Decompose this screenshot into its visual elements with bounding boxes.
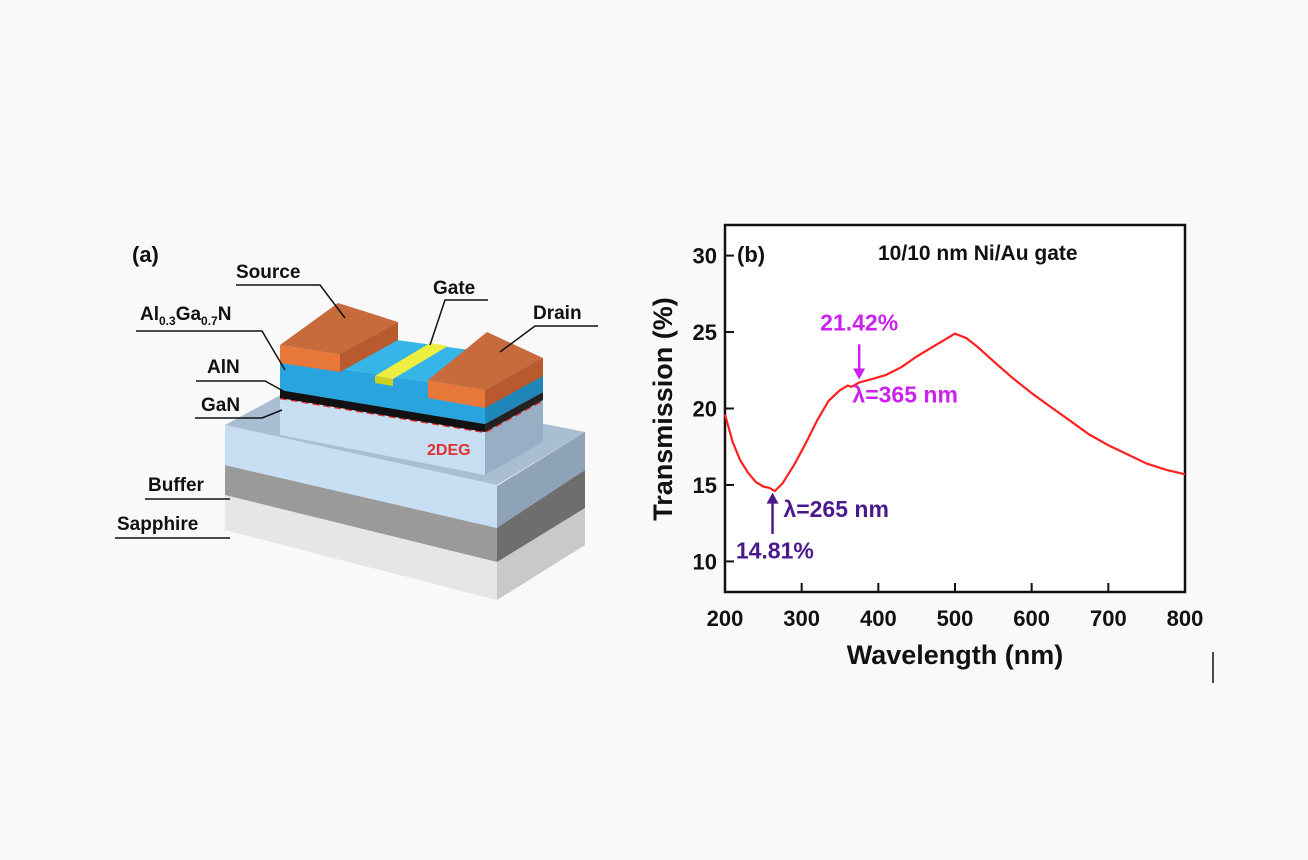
y-tick-label: 20: [693, 397, 717, 422]
x-tick-label: 300: [783, 606, 820, 631]
aln-side-face: [485, 392, 543, 432]
x-tick-label: 400: [860, 606, 897, 631]
x-tick-label: 500: [937, 606, 974, 631]
sapphire-front-face: [225, 495, 497, 600]
x-axis-label: Wavelength (nm): [847, 640, 1064, 670]
sapphire-side-face: [497, 508, 585, 600]
annotation-label: λ=265 nm: [783, 496, 889, 522]
drain-side-face: [485, 358, 543, 408]
gan-leader-line: [195, 409, 283, 419]
gate-leader-line: [429, 299, 488, 346]
source-label: Source: [236, 262, 300, 283]
gate-top-face: [375, 343, 448, 379]
aln-leader-line: [196, 380, 286, 393]
buffer-front-face: [225, 465, 497, 562]
buffer-side-face: [497, 470, 585, 562]
plot-frame: [723, 223, 1187, 594]
x-tick-label: 800: [1167, 606, 1204, 631]
y-axis-label: Transmission (%): [648, 297, 678, 521]
x-tick-label: 600: [1013, 606, 1050, 631]
buffer-label: Buffer: [148, 475, 205, 496]
y-ticks: 10 15 20 25 30: [693, 244, 734, 574]
twodeg-label: 2DEG: [427, 442, 471, 459]
transmission-chart: (b) 10/10 nm Ni/Au gate Wavelength (nm) …: [648, 223, 1204, 670]
annotation-label: 21.42%: [820, 310, 898, 336]
algan-label: Al0.3Ga0.7N: [140, 304, 231, 328]
algan-leader-line: [136, 330, 286, 371]
twodeg-dashed-line: [279, 396, 544, 434]
x-tick-label: 700: [1090, 606, 1127, 631]
panel-b-label: (b): [737, 242, 765, 267]
gate-front-face: [375, 376, 393, 386]
x-tick-label: 200: [707, 606, 744, 631]
drain-top-face: [428, 332, 543, 390]
chart-title: 10/10 nm Ni/Au gate: [878, 242, 1078, 265]
aln-front-face: [280, 390, 485, 432]
algan-front-face: [280, 360, 485, 424]
y-tick-label: 30: [693, 244, 717, 269]
gan-label: GaN: [201, 395, 240, 416]
gan-mesa-front-face: [280, 398, 485, 475]
gate-label: Gate: [433, 278, 475, 299]
y-tick-label: 25: [693, 320, 717, 345]
x-ticks: 200 300 400 500 600 700 800: [707, 583, 1204, 631]
annotation-arrowhead: [853, 368, 866, 380]
drain-front-face: [428, 380, 485, 408]
aln-label: AlN: [207, 357, 240, 378]
panel-a-label: (a): [132, 242, 159, 267]
sapphire-label: Sapphire: [117, 514, 198, 535]
gan-mesa-side-face: [485, 400, 543, 475]
series-line: [723, 332, 1186, 493]
source-top-face: [280, 303, 398, 354]
annotation-label: 14.81%: [736, 537, 814, 563]
drain-leader-line: [499, 325, 598, 353]
series-layer: [723, 332, 1186, 493]
drain-label: Drain: [533, 303, 582, 324]
annotation-label: λ=365 nm: [852, 381, 958, 407]
source-side-face: [340, 322, 398, 372]
source-leader-line: [236, 284, 346, 319]
y-tick-label: 10: [693, 549, 717, 574]
device-schematic: (a) Source: [115, 242, 598, 600]
gan-base-front-face: [225, 425, 497, 528]
annotation-arrowhead: [766, 492, 779, 504]
gan-base-side-face: [497, 432, 585, 528]
annotation-layer: 21.42% λ=365 nm λ=265 nm 14.81%: [736, 310, 958, 564]
y-tick-label: 15: [693, 473, 717, 498]
